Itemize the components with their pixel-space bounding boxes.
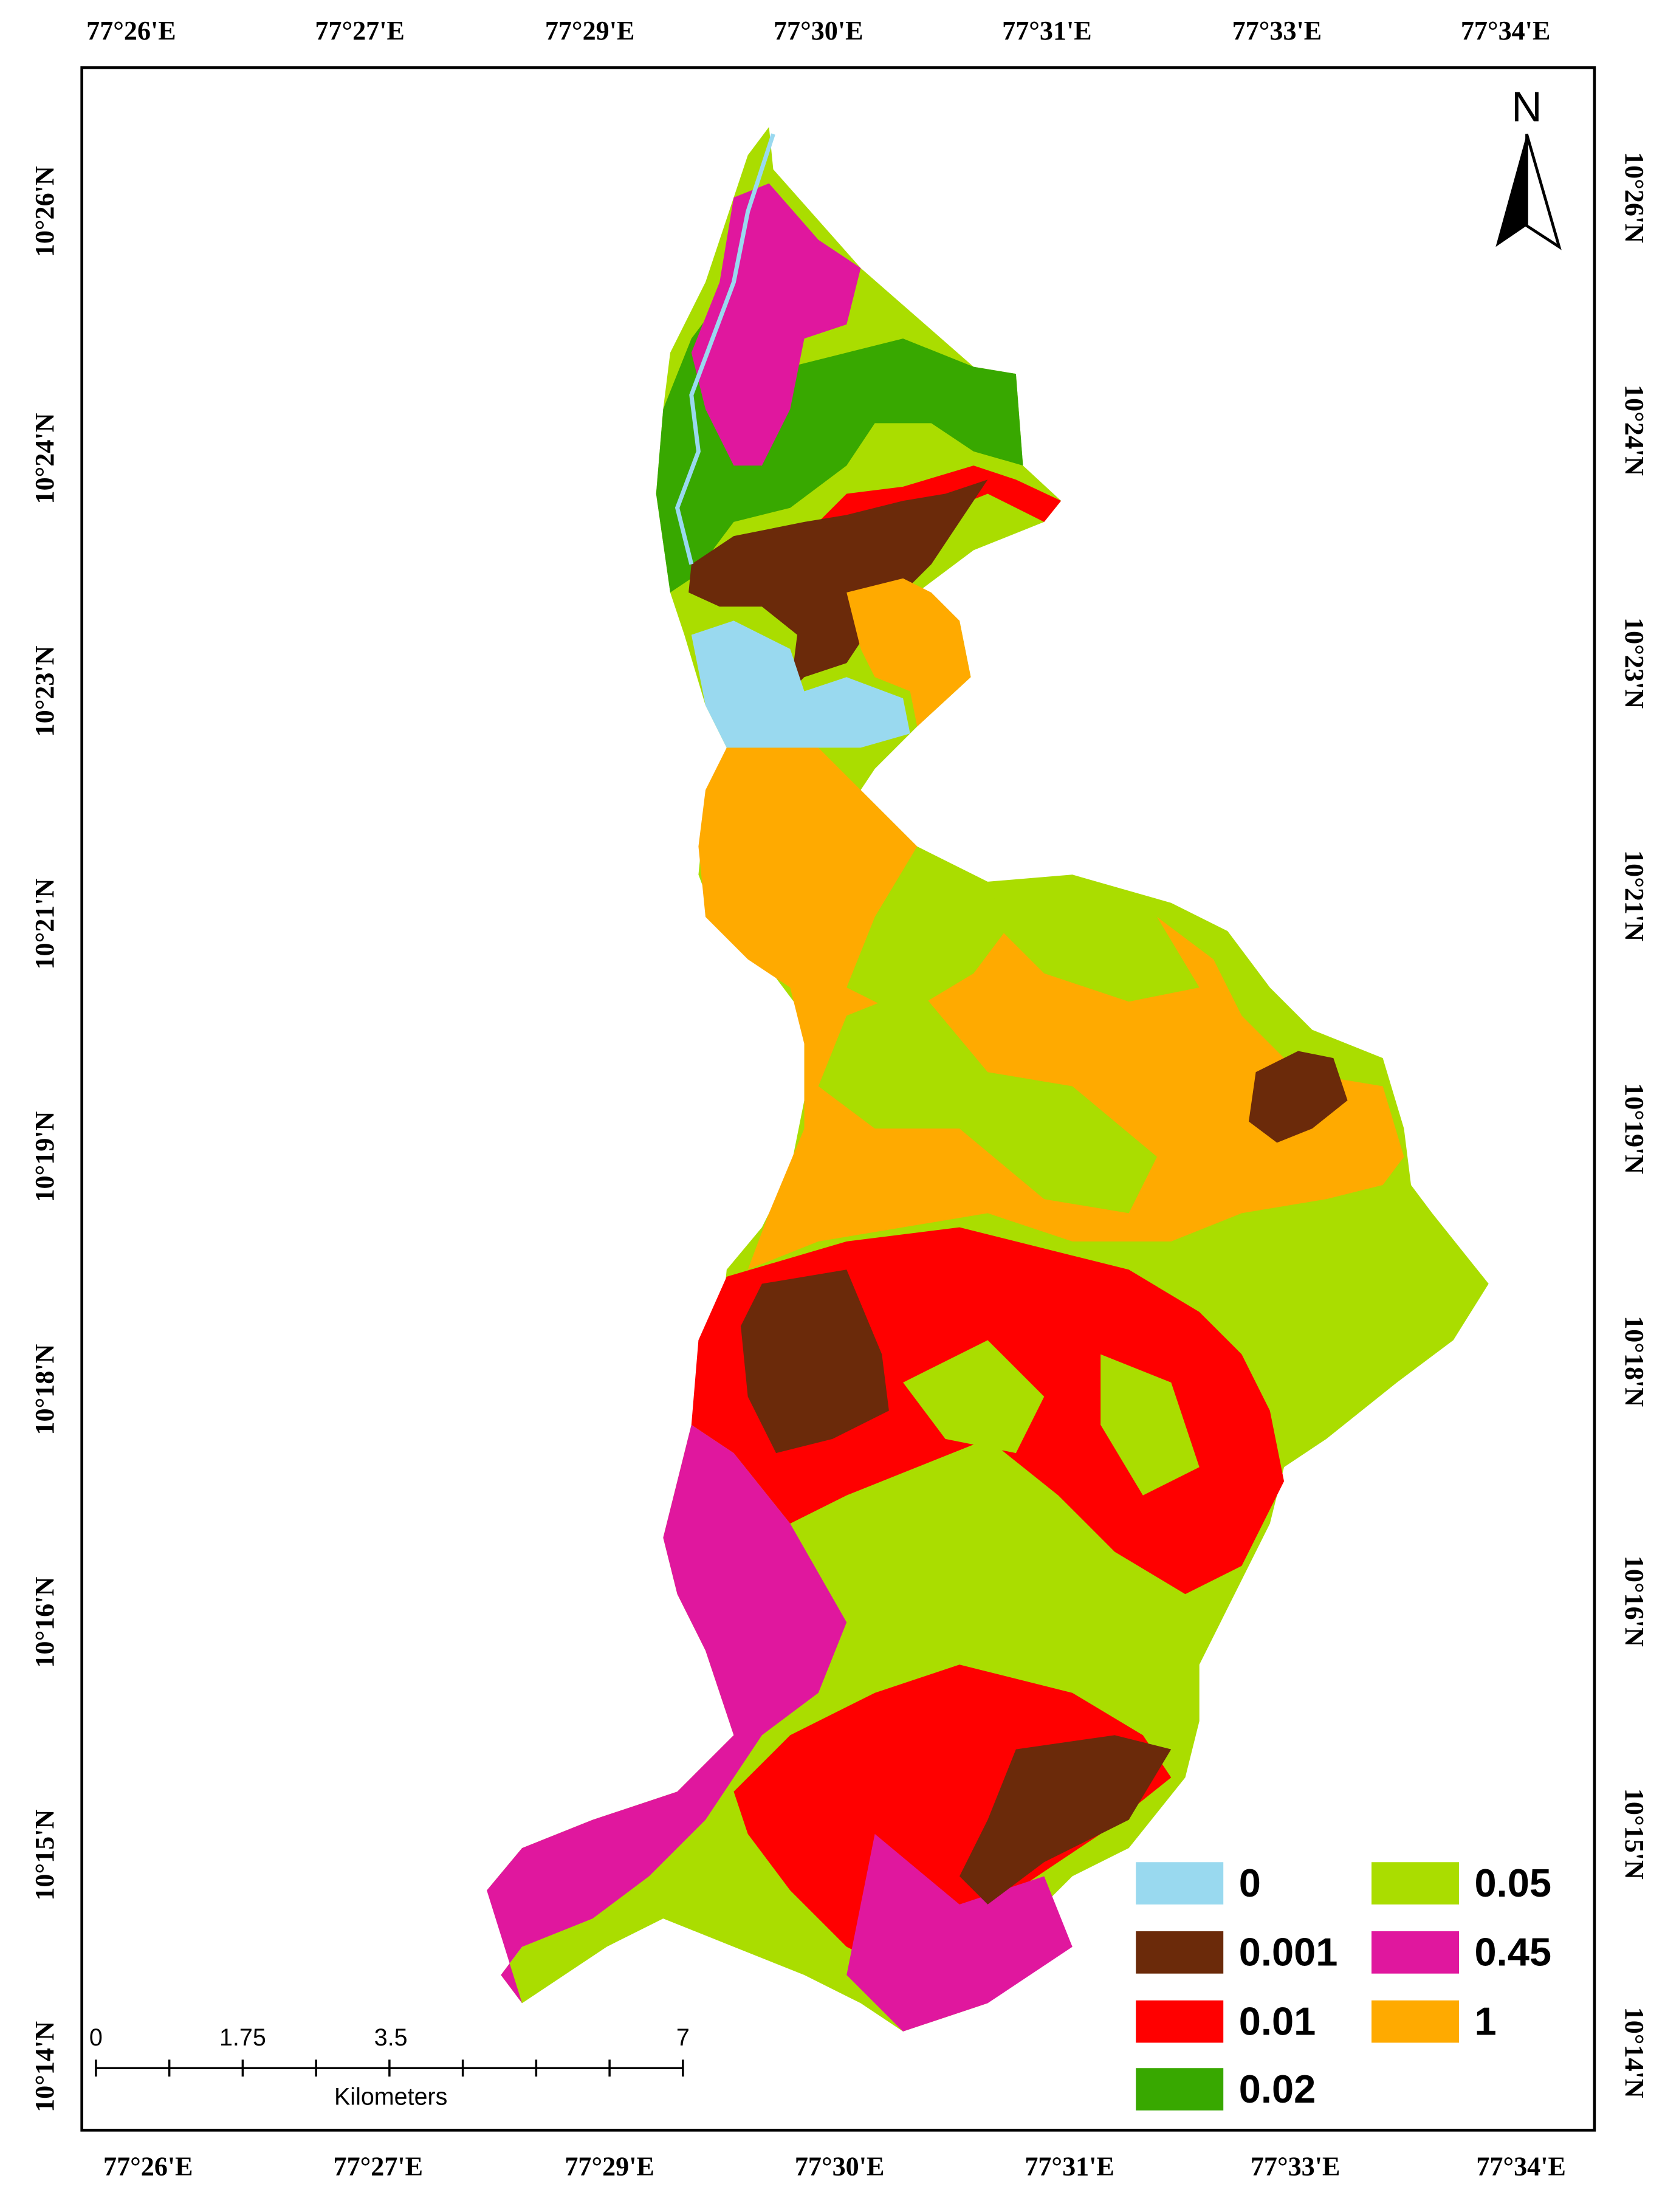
left-label: 10°18'N [30, 1344, 60, 1435]
legend-label: 0 [1239, 1861, 1261, 1905]
region-0-01 [733, 1664, 1172, 1975]
left-label: 10°16'N [30, 1577, 60, 1668]
legend-label: 0.001 [1239, 1930, 1338, 1974]
top-label: 77°31'E [1002, 16, 1092, 46]
region-0-45 [846, 1833, 1073, 2032]
right-label: 10°16'N [1619, 1556, 1649, 1647]
region-0-001 [741, 1269, 889, 1454]
right-label: 10°15'N [1619, 1788, 1649, 1880]
region-0-05 [1100, 1354, 1200, 1496]
region-0-001 [959, 1735, 1172, 1905]
region-1 [846, 578, 971, 727]
legend: 0 0.001 0.01 0.02 0.05 0.45 1 [1136, 1861, 1551, 2111]
left-label: 10°23'N [30, 645, 60, 737]
right-label: 10°26'N [1619, 152, 1649, 243]
top-label: 77°34'E [1461, 16, 1551, 46]
region-0-45 [691, 183, 861, 466]
top-label: 77°27'E [315, 16, 405, 46]
region-0-05 [973, 888, 1200, 1002]
legend-swatch [1371, 2000, 1459, 2043]
right-label: 10°24'N [1619, 385, 1649, 476]
scale-label: 3.5 [374, 2024, 408, 2051]
bottom-label: 77°33'E [1251, 2152, 1341, 2182]
legend-swatch [1136, 1931, 1224, 1974]
legend-swatch [1371, 1931, 1459, 1974]
right-label: 10°14'N [1619, 2007, 1649, 2098]
bottom-label: 77°31'E [1025, 2152, 1114, 2182]
scale-unit: Kilometers [334, 2084, 447, 2111]
top-label: 77°29'E [545, 16, 635, 46]
left-label: 10°15'N [30, 1810, 60, 1901]
north-arrow-left [1495, 134, 1527, 247]
region-0-45 [487, 1424, 847, 2004]
scale-label: 1.75 [219, 2024, 266, 2051]
legend-swatch [1371, 1862, 1459, 1905]
region-0-001 [688, 479, 988, 692]
region-0-05 [818, 987, 1158, 1214]
scale-bar: 0 1.75 3.5 7 Kilometers [89, 2024, 690, 2110]
region-0-05 [903, 1340, 1045, 1454]
bottom-label: 77°30'E [795, 2152, 885, 2182]
left-label: 10°26'N [30, 166, 60, 257]
region-0-001 [1249, 1051, 1348, 1143]
region-1 [698, 747, 1404, 1270]
legend-label: 0.45 [1475, 1930, 1552, 1974]
legend-label: 0.02 [1239, 2067, 1316, 2111]
left-label: 10°14'N [30, 2021, 60, 2112]
bottom-label: 77°34'E [1476, 2152, 1566, 2182]
bottom-label: 77°26'E [103, 2152, 193, 2182]
north-arrow-right [1525, 133, 1562, 250]
land-cover-regions [487, 126, 1489, 2032]
legend-label: 1 [1475, 1999, 1497, 2043]
north-arrow: N [1495, 83, 1562, 250]
legend-label: 0.05 [1475, 1861, 1552, 1905]
bottom-label: 77°27'E [334, 2152, 424, 2182]
left-label: 10°21'N [30, 878, 60, 969]
top-label: 77°33'E [1232, 16, 1322, 46]
legend-swatch [1136, 1862, 1224, 1905]
region-0 [691, 620, 910, 748]
right-label: 10°18'N [1619, 1316, 1649, 1407]
left-label: 10°24'N [30, 413, 60, 504]
graticule-labels: 77°26'E 77°27'E 77°29'E 77°30'E 77°31'E 77°33… [30, 16, 1649, 2182]
legend-label: 0.01 [1239, 1999, 1316, 2043]
right-label: 10°21'N [1619, 850, 1649, 941]
legend-swatch [1136, 2000, 1224, 2043]
top-label: 77°30'E [774, 16, 863, 46]
left-label: 10°19'N [30, 1111, 60, 1202]
scale-label: 7 [676, 2024, 690, 2051]
right-label: 10°23'N [1619, 617, 1649, 709]
legend-swatch [1136, 2068, 1224, 2111]
bottom-label: 77°29'E [565, 2152, 654, 2182]
river [675, 133, 775, 565]
north-label: N [1511, 83, 1542, 131]
top-label: 77°26'E [86, 16, 176, 46]
scale-label: 0 [89, 2024, 103, 2051]
right-label: 10°19'N [1619, 1083, 1649, 1174]
